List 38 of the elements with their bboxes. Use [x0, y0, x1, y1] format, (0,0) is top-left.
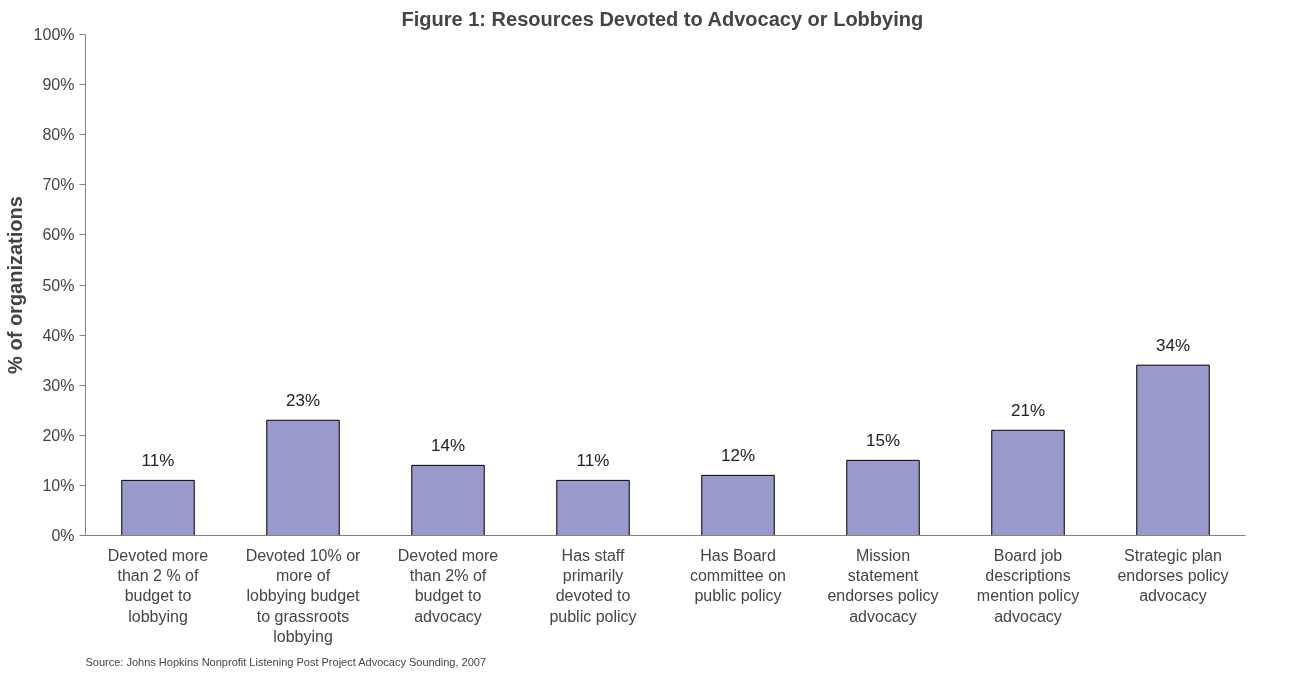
data-label: 23% — [285, 391, 321, 411]
x-tick-label: Strategic plan endorses policy advocacy — [1117, 546, 1229, 605]
x-tick-label: Has Board committee on public policy — [689, 546, 787, 605]
chart-title: Figure 1: Resources Devoted to Advocacy or Lobbying — [401, 7, 924, 30]
x-tick-label: Devoted more than 2% of budget to advocacy — [397, 546, 499, 625]
x-tick-label: Has staff primarily devoted to public policy — [549, 546, 637, 625]
y-tick-label: 10% — [42, 476, 75, 494]
x-tick-label: Devoted more than 2 % of budget to lobbying — [107, 546, 209, 625]
source-note: Source: Johns Hopkins Nonprofit Listening Post Project Advocacy Sounding, 2007 — [85, 655, 487, 668]
y-tick-label: 50% — [42, 276, 75, 294]
bar — [701, 474, 775, 536]
data-label: 11% — [576, 451, 610, 471]
y-tick-label: 0% — [51, 527, 75, 544]
x-tick-label: Mission statement endorses policy advocacy — [827, 546, 939, 625]
x-tick-label: Devoted 10% or more of lobbying budget to grassroots lobbying — [245, 546, 362, 646]
y-tick-label: 90% — [42, 76, 75, 94]
y-tick-label: 30% — [42, 376, 75, 394]
y-tick-label: 40% — [42, 326, 75, 344]
y-axis-title: % of organizations — [3, 196, 26, 374]
bar — [846, 459, 920, 536]
bar — [411, 464, 485, 536]
bar — [991, 429, 1065, 536]
bar — [1136, 364, 1210, 536]
data-label: 34% — [1155, 336, 1191, 356]
y-tick-label: 60% — [42, 226, 75, 244]
data-label: 11% — [141, 451, 175, 471]
y-tick-label: 80% — [42, 126, 75, 144]
bar — [556, 479, 630, 536]
y-tick-label: 20% — [42, 426, 75, 444]
data-label: 15% — [865, 431, 901, 451]
data-label: 14% — [430, 436, 466, 456]
bar — [121, 479, 195, 536]
y-tick-label: 70% — [42, 176, 75, 194]
y-tick-label: 100% — [33, 26, 75, 43]
data-label: 21% — [1010, 401, 1046, 421]
bar — [266, 419, 340, 536]
data-label: 12% — [720, 446, 756, 466]
x-tick-label: Board job descriptions mention policy advocacy — [976, 546, 1080, 625]
